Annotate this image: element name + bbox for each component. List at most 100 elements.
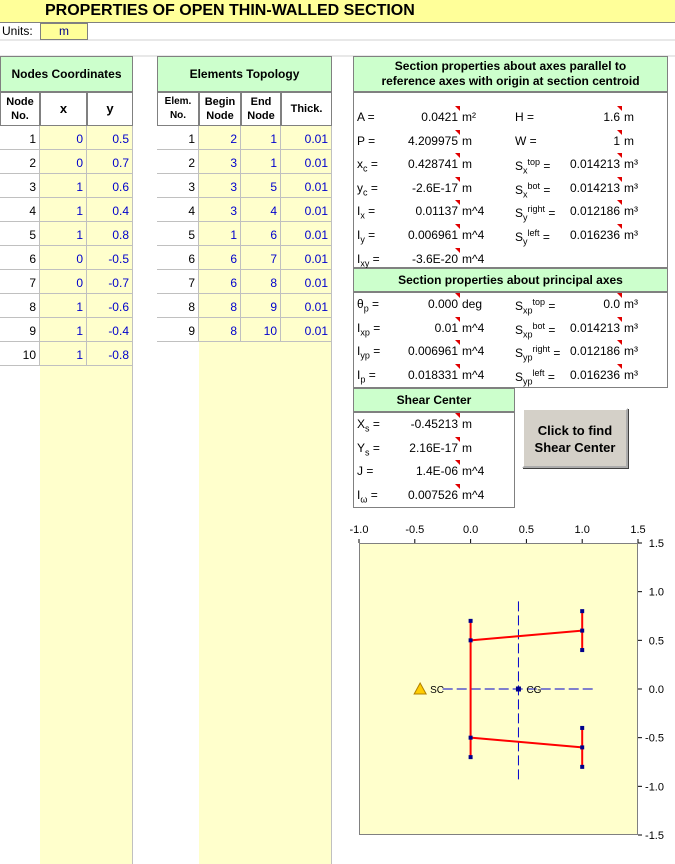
centroid-props-panel — [353, 92, 668, 268]
y-tick-label: -1.5 — [645, 830, 664, 842]
property-symbol: yc = — [357, 177, 402, 199]
section-node-marker — [468, 755, 473, 760]
property-symbol: Ixp = — [357, 317, 402, 339]
elem-end-input[interactable]: 9 — [241, 294, 281, 318]
node-x-input[interactable]: 0 — [40, 246, 87, 270]
nodes-empty-area[interactable] — [40, 366, 133, 864]
elem-end-input[interactable]: 8 — [241, 270, 281, 294]
elem-thick-input[interactable]: 0.01 — [281, 222, 332, 246]
elem-thick-input[interactable]: 0.01 — [281, 126, 332, 150]
property-unit: m³ — [624, 320, 638, 335]
elem-thick-input[interactable]: 0.01 — [281, 198, 332, 222]
node-x-input[interactable]: 1 — [40, 342, 87, 366]
property-symbol: J = — [357, 460, 395, 482]
node-y-input[interactable]: -0.4 — [87, 318, 133, 342]
symbol-sub: x — [523, 165, 528, 176]
elem-thick-input[interactable]: 0.01 — [281, 294, 332, 318]
symbol-main: x — [357, 157, 363, 172]
elem-thick-input[interactable]: 0.01 — [281, 318, 332, 342]
elem-begin-input[interactable]: 3 — [199, 198, 241, 222]
property-symbol: Iyp = — [357, 340, 402, 362]
elem-end-input[interactable]: 4 — [241, 198, 281, 222]
node-x-input[interactable]: 1 — [40, 294, 87, 318]
property-symbol: Ip = — [357, 364, 402, 386]
elem-begin-input[interactable]: 8 — [199, 318, 241, 342]
node-y-input[interactable]: 0.4 — [87, 198, 133, 222]
property-value: -3.6E-20 — [402, 247, 460, 270]
property-symbol: H = — [515, 106, 559, 128]
symbol-sup: bot — [527, 180, 541, 191]
units-input[interactable]: m — [40, 23, 88, 40]
node-y-input[interactable]: 0.8 — [87, 222, 133, 246]
equals-sign: = — [365, 367, 376, 382]
property-symbol: xc = — [357, 153, 402, 175]
equals-sign: = — [369, 320, 381, 335]
node-x-input[interactable]: 0 — [40, 126, 87, 150]
node-y-input[interactable]: 0.5 — [87, 126, 133, 150]
equals-sign: = — [364, 228, 376, 242]
elem-begin-input[interactable]: 2 — [199, 126, 241, 150]
symbol-main: H — [515, 110, 524, 124]
elem-end-input[interactable]: 1 — [241, 150, 281, 174]
node-x-input[interactable]: 1 — [40, 174, 87, 198]
elem-begin-input[interactable]: 3 — [199, 150, 241, 174]
symbol-sup: top — [527, 157, 541, 168]
node-y-input[interactable]: 0.7 — [87, 150, 133, 174]
node-y-input[interactable]: -0.8 — [87, 342, 133, 366]
elem-thick-input[interactable]: 0.01 — [281, 174, 332, 198]
node-x-input[interactable]: 1 — [40, 318, 87, 342]
elem-number-cell: 7 — [157, 270, 199, 294]
symbol-main: I — [357, 320, 361, 335]
node-y-input[interactable]: -0.6 — [87, 294, 133, 318]
symbol-sub: yp — [523, 352, 533, 363]
elem-end-input[interactable]: 10 — [241, 318, 281, 342]
elem-number-cell: 8 — [157, 294, 199, 318]
elem-thick-input[interactable]: 0.01 — [281, 246, 332, 270]
property-symbol: θp = — [357, 293, 402, 315]
node-y-input[interactable]: -0.7 — [87, 270, 133, 294]
node-x-input[interactable]: 0 — [40, 270, 87, 294]
node-x-input[interactable]: 1 — [40, 222, 87, 246]
elem-end-input[interactable]: 6 — [241, 222, 281, 246]
elem-end-input[interactable]: 5 — [241, 174, 281, 198]
property-symbol: Ix = — [357, 200, 402, 222]
symbol-main: S — [515, 299, 524, 313]
equals-sign: = — [367, 487, 378, 502]
find-shear-center-button[interactable]: Click to find Shear Center — [522, 408, 628, 468]
elem-begin-input[interactable]: 6 — [199, 246, 241, 270]
elem-begin-input[interactable]: 8 — [199, 294, 241, 318]
property-symbol: Xs = — [357, 413, 395, 435]
elem-number-cell: 6 — [157, 246, 199, 270]
property-value: 0.01 — [402, 316, 460, 339]
symbol-main: S — [515, 182, 524, 197]
y-tick-label: -0.5 — [645, 733, 664, 745]
node-number-cell: 2 — [0, 150, 40, 174]
symbol-main: I — [357, 251, 361, 266]
node-x-input[interactable]: 1 — [40, 198, 87, 222]
node-number-cell: 6 — [0, 246, 40, 270]
symbol-main: S — [515, 206, 524, 221]
elem-thick-input[interactable]: 0.01 — [281, 270, 332, 294]
elem-begin-input[interactable]: 1 — [199, 222, 241, 246]
property-unit: m³ — [624, 344, 638, 358]
elem-begin-input[interactable]: 3 — [199, 174, 241, 198]
principal-props-header: Section properties about principal axes — [353, 268, 668, 292]
elem-thick-input[interactable]: 0.01 — [281, 150, 332, 174]
property-value: 1 — [559, 129, 622, 152]
elem-end-input[interactable]: 7 — [241, 246, 281, 270]
property-value: 0.01137 — [402, 200, 460, 222]
node-y-input[interactable]: -0.5 — [87, 246, 133, 270]
node-x-input[interactable]: 0 — [40, 150, 87, 174]
symbol-main: y — [357, 180, 363, 195]
elem-number-cell: 9 — [157, 318, 199, 342]
elements-empty-area[interactable] — [199, 342, 332, 864]
node-y-input[interactable]: 0.6 — [87, 174, 133, 198]
property-unit: m^4 — [462, 487, 485, 502]
equals-sign: = — [369, 251, 380, 266]
elem-end-input[interactable]: 1 — [241, 126, 281, 150]
symbol-main: S — [515, 230, 524, 244]
elem-begin-input[interactable]: 6 — [199, 270, 241, 294]
section-node-marker — [468, 735, 473, 740]
button-line-1: Click to find — [537, 423, 613, 438]
